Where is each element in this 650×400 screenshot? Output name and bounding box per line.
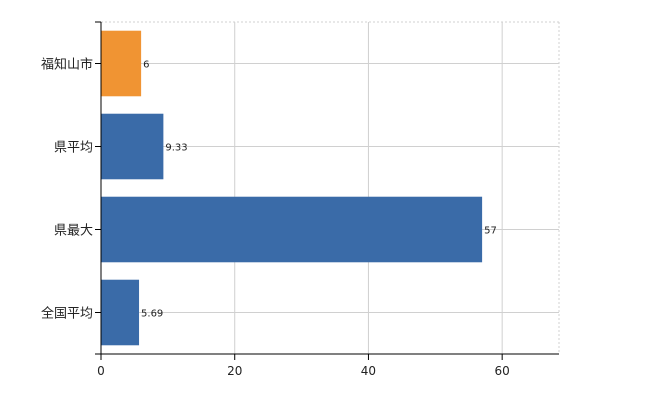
data-label-1: 9.33: [165, 143, 187, 154]
bar-0: [101, 30, 142, 97]
category-label-0: 福知山市: [41, 57, 93, 73]
x-tick-label-3: 60: [495, 364, 510, 378]
bars: [101, 30, 483, 346]
data-label-2: 57: [484, 226, 497, 237]
bar-2: [101, 196, 483, 263]
bar-3: [101, 279, 140, 346]
data-label-3: 5.69: [141, 309, 163, 320]
category-label-1: 県平均: [54, 141, 93, 156]
axes: [95, 21, 559, 360]
bar-1: [101, 113, 164, 180]
x-tick-label-0: 0: [97, 364, 105, 378]
x-tick-label-2: 40: [361, 364, 376, 378]
data-label-0: 6: [143, 60, 149, 71]
x-tick-label-1: 20: [227, 364, 242, 378]
gridlines: [101, 21, 560, 354]
category-label-3: 全国平均: [41, 306, 93, 322]
category-label-2: 県最大: [54, 224, 93, 239]
